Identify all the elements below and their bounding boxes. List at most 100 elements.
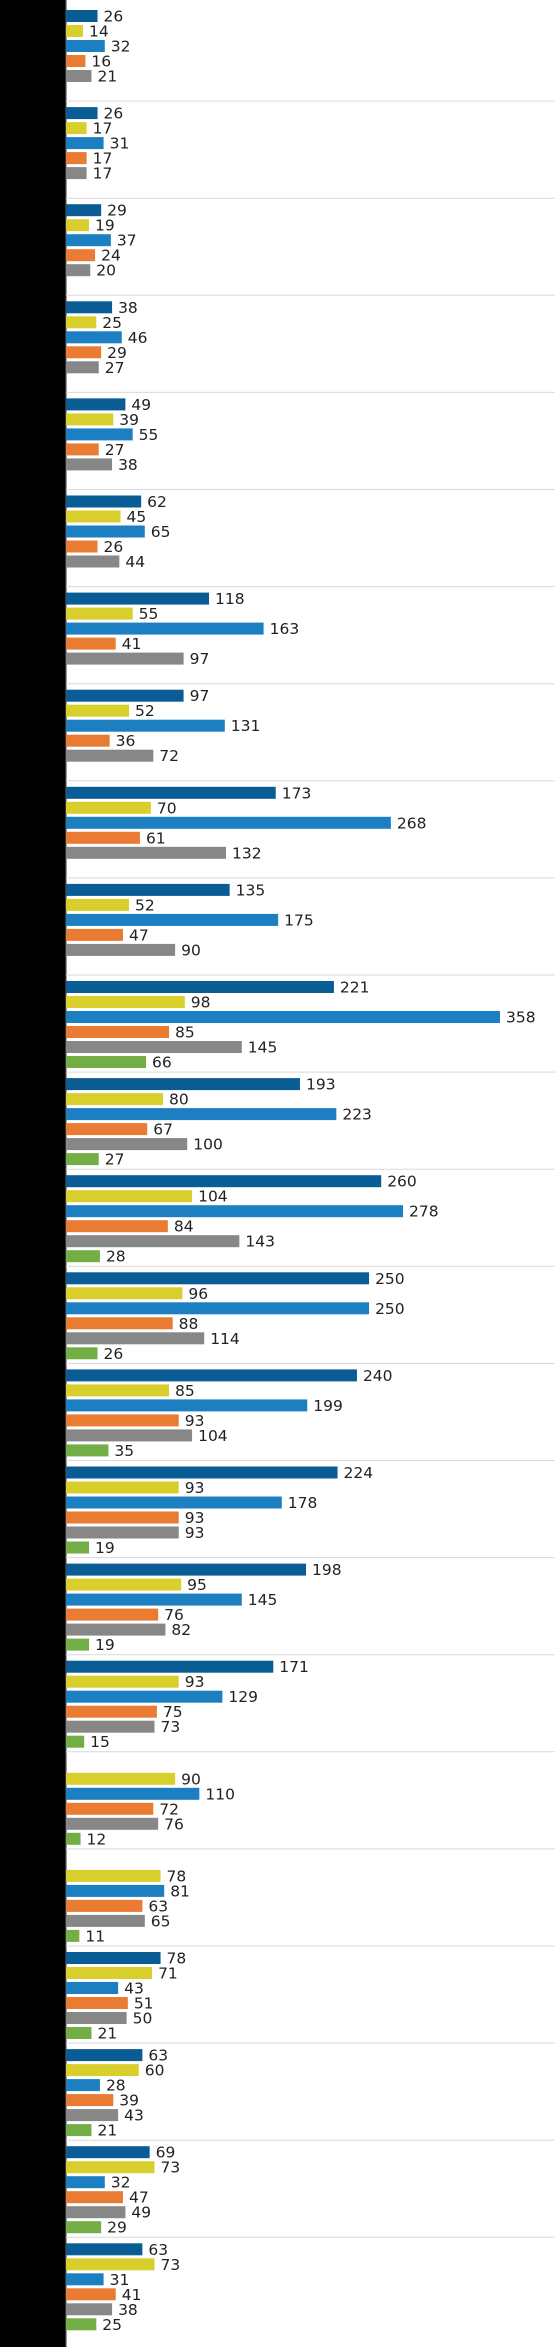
bar	[66, 2221, 102, 2234]
bar	[66, 316, 97, 329]
bar	[66, 1287, 183, 1300]
bar	[66, 510, 121, 523]
bar	[66, 734, 110, 747]
data-label: 85	[175, 1024, 195, 1042]
bar	[66, 1205, 404, 1218]
data-label: 224	[344, 1464, 374, 1482]
bar	[66, 1526, 179, 1539]
data-label: 27	[105, 1151, 125, 1169]
bar	[66, 204, 102, 217]
data-label: 38	[118, 456, 138, 474]
bar	[66, 301, 113, 314]
data-label: 50	[133, 2010, 153, 2028]
data-label: 95	[187, 1576, 207, 1594]
bar	[66, 2176, 105, 2189]
data-label: 62	[147, 493, 167, 511]
data-label: 78	[167, 1867, 187, 1885]
data-label: 85	[175, 1382, 195, 1400]
bar	[66, 1496, 282, 1509]
bar	[66, 622, 264, 635]
data-label: 65	[151, 523, 171, 541]
data-label: 28	[106, 1248, 126, 1266]
data-label: 21	[97, 68, 117, 86]
data-label: 250	[375, 1270, 405, 1288]
data-label: 221	[340, 979, 370, 997]
data-label: 145	[248, 1039, 278, 1057]
data-label: 88	[179, 1315, 199, 1333]
bar	[66, 1563, 307, 1576]
data-label: 24	[101, 247, 121, 265]
bar	[66, 1414, 179, 1427]
data-label: 17	[93, 120, 113, 138]
bar	[66, 913, 279, 926]
bar	[66, 2243, 143, 2256]
bar	[66, 25, 83, 37]
bar	[66, 1705, 157, 1718]
bar	[66, 689, 184, 702]
data-label: 93	[185, 1509, 205, 1527]
data-label: 14	[89, 23, 109, 41]
bar	[66, 1511, 179, 1524]
data-label: 65	[151, 1912, 171, 1930]
bar	[66, 1272, 370, 1285]
data-label: 84	[174, 1218, 194, 1236]
data-label: 49	[131, 2204, 151, 2222]
data-label: 76	[164, 1606, 184, 1624]
data-label: 145	[248, 1591, 278, 1609]
bar	[66, 846, 227, 859]
data-label: 60	[145, 2062, 165, 2080]
data-label: 43	[124, 1980, 144, 1998]
data-label: 32	[111, 38, 131, 56]
data-label: 75	[163, 1703, 183, 1721]
bar	[66, 234, 111, 247]
data-label: 240	[363, 1367, 393, 1385]
data-label: 39	[119, 411, 139, 429]
data-label: 260	[387, 1173, 417, 1191]
data-label: 97	[190, 650, 210, 668]
bar	[66, 898, 130, 911]
data-label: 66	[152, 1054, 172, 1072]
bar	[66, 1899, 143, 1912]
bar	[66, 152, 87, 165]
data-label: 17	[93, 150, 113, 168]
data-label: 36	[116, 732, 136, 750]
data-label: 250	[375, 1300, 405, 1318]
bar	[66, 331, 122, 344]
bar	[66, 540, 98, 553]
data-label: 90	[181, 941, 201, 959]
data-label: 82	[171, 1621, 191, 1639]
data-label: 67	[153, 1121, 173, 1139]
data-label: 17	[93, 165, 113, 183]
bar	[66, 1952, 161, 1964]
data-label: 358	[506, 1009, 536, 1027]
data-label: 93	[185, 1412, 205, 1430]
bar	[66, 1026, 170, 1038]
bar	[66, 1250, 100, 1263]
bar	[66, 1332, 205, 1345]
data-label: 199	[313, 1397, 343, 1415]
data-label: 51	[134, 1995, 154, 2013]
data-label: 171	[279, 1658, 309, 1676]
bar	[66, 2206, 126, 2219]
data-label: 29	[107, 202, 127, 220]
data-label: 73	[160, 2256, 180, 2274]
data-label: 73	[160, 2159, 180, 2177]
data-label: 80	[169, 1091, 189, 1109]
bar	[66, 1078, 300, 1091]
data-label: 26	[104, 538, 124, 556]
bar	[66, 2094, 114, 2107]
data-label: 97	[190, 687, 210, 705]
bar	[66, 1138, 188, 1151]
bar	[66, 1481, 179, 1494]
data-label: 38	[118, 2301, 138, 2319]
bar	[66, 801, 151, 814]
data-label: 20	[96, 262, 116, 280]
bar	[66, 1967, 153, 1979]
data-label: 90	[181, 1770, 201, 1788]
bar	[66, 2146, 150, 2159]
bar	[66, 943, 176, 956]
bar	[66, 1690, 223, 1703]
data-label: 268	[397, 814, 427, 832]
bar	[66, 1997, 128, 2009]
bar	[66, 346, 102, 359]
